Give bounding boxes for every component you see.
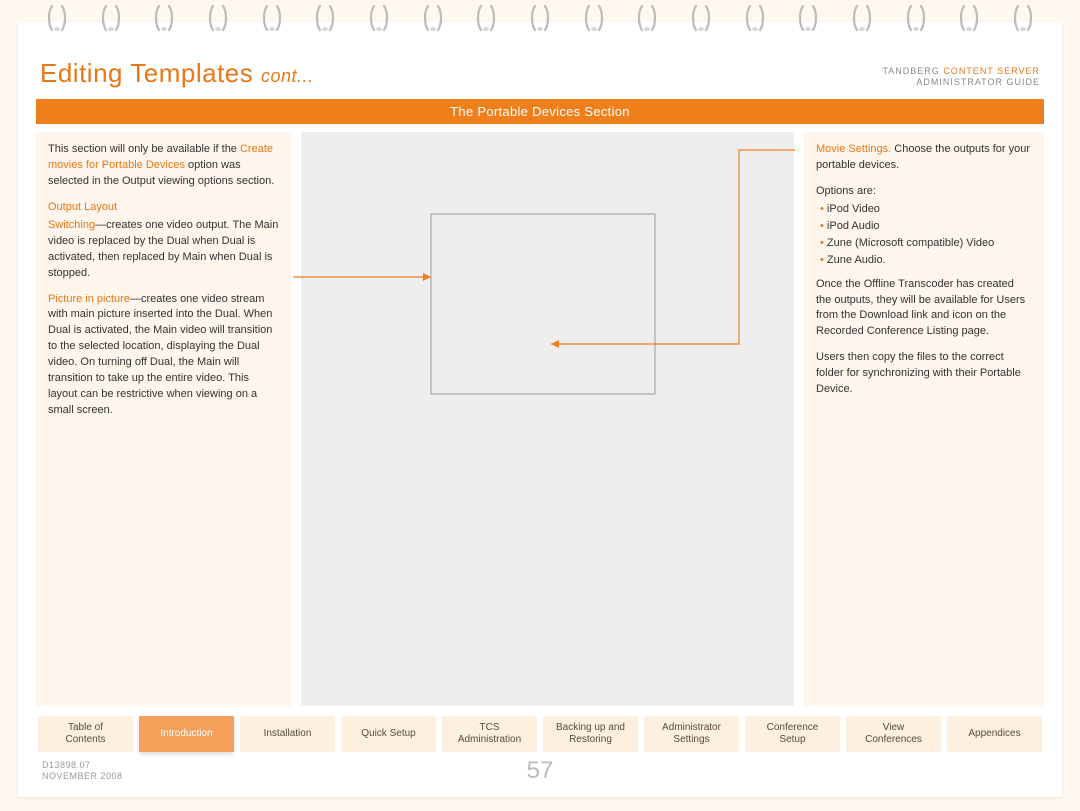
spiral-ring [799, 4, 817, 34]
spiral-ring [907, 4, 925, 34]
document-page: Editing Templates cont... TANDBERG CONTE… [18, 22, 1062, 797]
switching-label: Switching [48, 219, 95, 231]
option-item: Zune Audio. [820, 253, 1032, 269]
options-list: iPod VideoiPod AudioZune (Microsoft comp… [816, 202, 1032, 269]
movie-para: Movie Settings. Choose the outputs for y… [816, 142, 1032, 174]
pip-text: —creates one video stream with main pict… [48, 293, 272, 417]
diagram-svg [301, 132, 794, 706]
spiral-ring [585, 4, 603, 34]
footer: D13898.07 NOVEMBER 2008 57 [36, 760, 1044, 783]
option-item: Zune (Microsoft compatible) Video [820, 236, 1032, 252]
header-subtitle: ADMINISTRATOR GUIDE [882, 77, 1040, 89]
spiral-ring [1014, 4, 1032, 34]
nav-tab[interactable]: Quick Setup [341, 716, 436, 752]
nav-tab[interactable]: Introduction [139, 716, 234, 752]
option-item: iPod Audio [820, 219, 1032, 235]
option-item: iPod Video [820, 202, 1032, 218]
nav-tab[interactable]: ViewConferences [846, 716, 941, 752]
spiral-ring [853, 4, 871, 34]
spiral-ring [960, 4, 978, 34]
switching-para: Switching—creates one video output. The … [48, 218, 279, 282]
spiral-ring [692, 4, 710, 34]
brand-highlight: CONTENT SERVER [943, 66, 1040, 76]
spiral-ring [316, 4, 334, 34]
page-number: 57 [527, 757, 554, 785]
nav-tab[interactable]: TCSAdministration [442, 716, 537, 752]
content-columns: This section will only be available if t… [36, 132, 1044, 706]
nav-tab[interactable]: Appendices [947, 716, 1042, 752]
brand-prefix: TANDBERG [882, 66, 943, 76]
spiral-ring [424, 4, 442, 34]
right-para2: Once the Offline Transcoder has created … [816, 277, 1032, 341]
page-title: Editing Templates cont... [40, 58, 314, 89]
title-cont: cont... [261, 66, 314, 86]
nav-tab[interactable]: Table ofContents [38, 716, 133, 752]
header-right: TANDBERG CONTENT SERVER ADMINISTRATOR GU… [882, 66, 1040, 89]
spiral-ring [746, 4, 764, 34]
doc-id: D13898.07 [42, 760, 123, 772]
spiral-ring [477, 4, 495, 34]
options-label: Options are: [816, 184, 1032, 200]
section-bar: The Portable Devices Section [36, 99, 1044, 124]
diagram-area [301, 132, 794, 706]
spiral-ring [370, 4, 388, 34]
footer-left: D13898.07 NOVEMBER 2008 [42, 760, 123, 783]
title-main: Editing Templates [40, 58, 253, 88]
spiral-ring [638, 4, 656, 34]
spiral-ring [263, 4, 281, 34]
spiral-ring [48, 4, 66, 34]
nav-tabs: Table ofContentsIntroductionInstallation… [36, 716, 1044, 752]
pip-para: Picture in picture—creates one video str… [48, 292, 279, 420]
intro-para: This section will only be available if t… [48, 142, 279, 190]
output-layout-heading: Output Layout [48, 200, 279, 216]
nav-tab[interactable]: Installation [240, 716, 335, 752]
spiral-ring [209, 4, 227, 34]
pip-label: Picture in picture [48, 293, 130, 305]
page-header: Editing Templates cont... TANDBERG CONTE… [36, 58, 1044, 95]
nav-tab[interactable]: AdministratorSettings [644, 716, 739, 752]
right-para3: Users then copy the files to the correct… [816, 350, 1032, 398]
nav-tab[interactable]: Backing up andRestoring [543, 716, 638, 752]
nav-tab[interactable]: ConferenceSetup [745, 716, 840, 752]
doc-date: NOVEMBER 2008 [42, 771, 123, 783]
movie-label: Movie Settings. [816, 143, 891, 155]
left-column: This section will only be available if t… [36, 132, 291, 706]
spiral-ring [531, 4, 549, 34]
spiral-binding [0, 4, 1080, 38]
spiral-ring [155, 4, 173, 34]
intro-pre: This section will only be available if t… [48, 143, 240, 155]
spiral-ring [102, 4, 120, 34]
right-column: Movie Settings. Choose the outputs for y… [804, 132, 1044, 706]
